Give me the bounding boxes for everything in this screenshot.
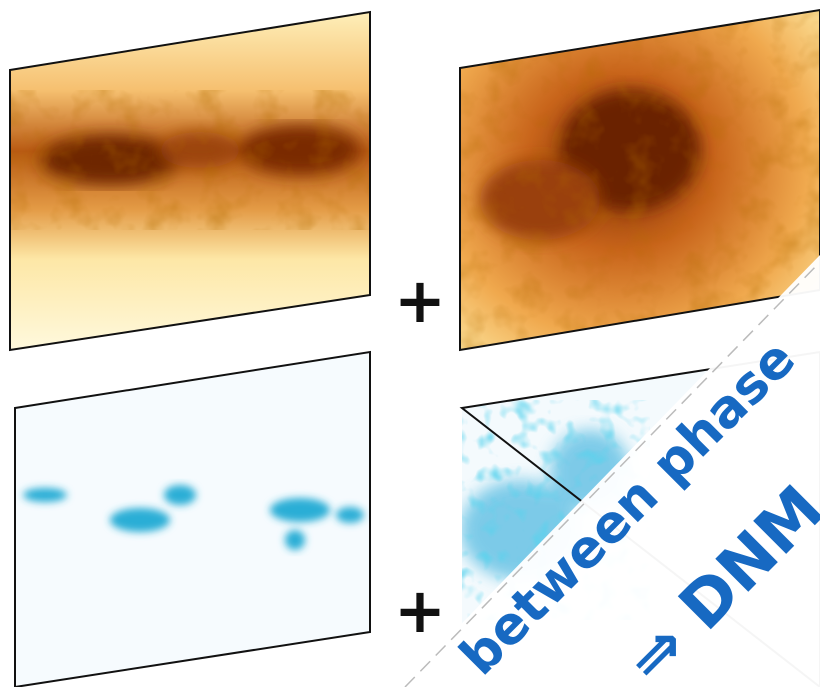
panel-bottom-left: [0, 340, 380, 687]
figure: + + between phase ⇒ DNM: [0, 0, 820, 687]
panel-top-right: [450, 0, 820, 360]
page: + + between phase ⇒ DNM (() => { const d…: [0, 0, 820, 687]
plus-sign: +: [394, 264, 446, 337]
panel-top-left: [0, 0, 380, 360]
plus-sign: +: [394, 574, 446, 647]
